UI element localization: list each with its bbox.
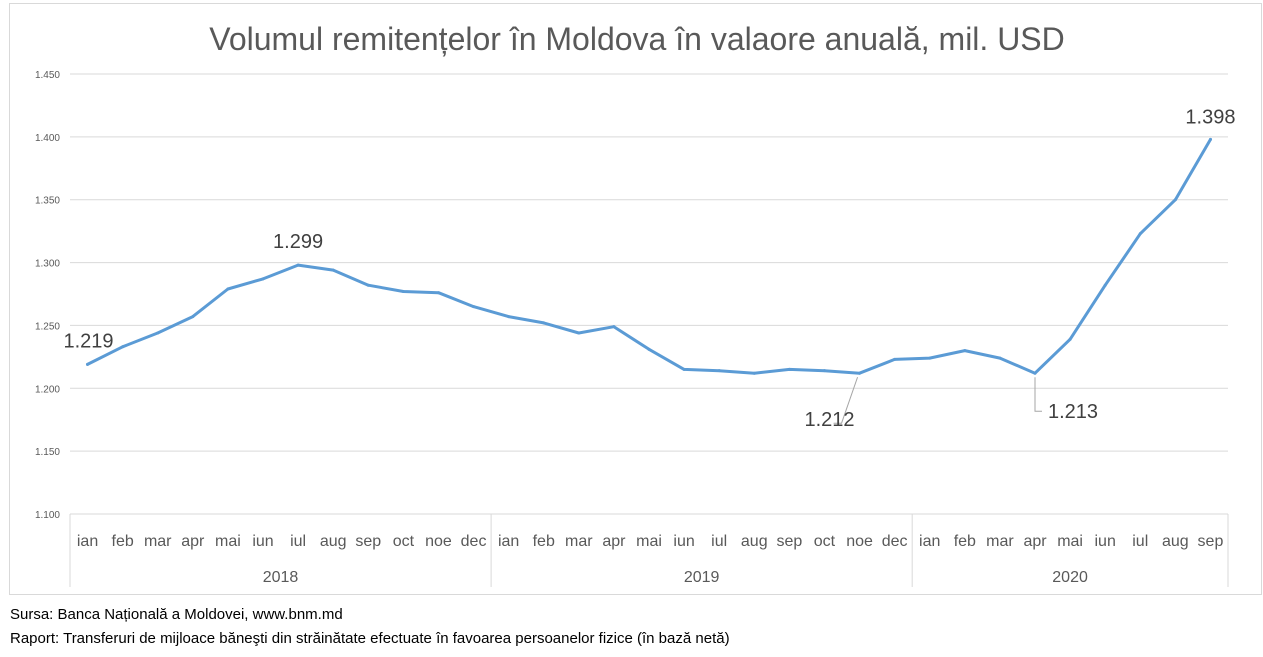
x-tick-label: iul: [711, 533, 727, 550]
data-annotations: 1.219 1.299 1.212 1.213 1.398: [64, 106, 1236, 431]
y-tick-label: 1.250: [35, 321, 60, 332]
data-point: [1033, 371, 1037, 375]
data-point: [472, 305, 476, 309]
x-tick-label: noe: [425, 533, 452, 550]
x-tick-label: iun: [673, 533, 694, 550]
x-tick-label: iul: [1132, 533, 1148, 550]
data-point: [1138, 232, 1142, 236]
data-point: [226, 287, 230, 291]
x-tick-label: sep: [1198, 533, 1224, 550]
x-tick-label: mar: [144, 533, 172, 550]
line-chart: Volumul remitențelor în Moldova în valao…: [35, 21, 1236, 587]
x-tick-label: mai: [1057, 533, 1083, 550]
x-tick-label: apr: [1023, 533, 1047, 550]
y-tick-label: 1.450: [35, 70, 60, 81]
x-tick-label: mar: [565, 533, 593, 550]
data-point: [86, 362, 90, 366]
y-tick-label: 1.100: [35, 510, 60, 521]
x-tick-label: ian: [498, 533, 519, 550]
leader-line: [1034, 377, 1042, 412]
data-point: [1208, 137, 1212, 141]
x-tick-label: sep: [355, 533, 381, 550]
x-tick-label: aug: [741, 533, 768, 550]
y-tick-label: 1.200: [35, 384, 60, 395]
data-point: [261, 277, 265, 281]
y-tick-label: 1.150: [35, 447, 60, 458]
data-point: [507, 315, 511, 319]
data-point: [1173, 198, 1177, 202]
data-point: [366, 283, 370, 287]
x-tick-label: dec: [882, 533, 908, 550]
data-point: [822, 369, 826, 373]
data-point: [331, 268, 335, 272]
data-point: [717, 369, 721, 373]
year-label: 2020: [1052, 569, 1088, 586]
data-point: [156, 331, 160, 335]
data-point: [542, 321, 546, 325]
x-tick-label: feb: [533, 533, 555, 550]
y-tick-label: 1.400: [35, 133, 60, 144]
data-label: 1.398: [1185, 106, 1235, 128]
data-label: 1.299: [273, 231, 323, 253]
x-tick-label: mar: [986, 533, 1014, 550]
chart-title: Volumul remitențelor în Moldova în valao…: [209, 21, 1065, 57]
gridlines: [70, 73, 1228, 515]
data-point: [191, 315, 195, 319]
y-tick-label: 1.300: [35, 259, 60, 270]
year-label: 2019: [684, 569, 720, 586]
x-tick-label: ian: [919, 533, 940, 550]
x-tick-label: oct: [814, 533, 836, 550]
x-tick-label: aug: [1162, 533, 1189, 550]
x-tick-label: feb: [954, 533, 976, 550]
x-axis: ian feb mar apr mai iun iul aug sep oct noe dec ian f…: [69, 513, 1229, 587]
data-point: [752, 371, 756, 375]
x-tick-label: iul: [290, 533, 306, 550]
data-point: [858, 371, 862, 375]
x-tick-label: oct: [393, 533, 415, 550]
data-point: [893, 357, 897, 361]
x-tick-label: apr: [181, 533, 205, 550]
x-tick-label: feb: [112, 533, 134, 550]
x-tick-label: iun: [1095, 533, 1116, 550]
leader-line: [833, 377, 859, 424]
data-point: [401, 289, 405, 293]
data-point: [1103, 283, 1107, 287]
x-tick-label: sep: [776, 533, 802, 550]
data-label: 1.213: [1048, 401, 1098, 423]
data-point: [577, 331, 581, 335]
x-tick-label: mai: [215, 533, 241, 550]
data-point: [928, 356, 932, 360]
data-point: [998, 356, 1002, 360]
x-tick-label: apr: [602, 533, 626, 550]
data-point: [121, 345, 125, 349]
data-point: [436, 291, 440, 295]
data-point: [296, 263, 300, 267]
series-line: [86, 137, 1212, 375]
data-point: [647, 347, 651, 351]
data-point: [612, 325, 616, 329]
data-label: 1.212: [805, 409, 855, 431]
year-label: 2018: [263, 569, 299, 586]
data-point: [682, 367, 686, 371]
data-point: [963, 349, 967, 353]
x-tick-label: dec: [461, 533, 487, 550]
x-tick-label: ian: [77, 533, 98, 550]
x-tick-label: noe: [846, 533, 873, 550]
y-axis-ticks: 1.100 1.150 1.200 1.250 1.300 1.350 1.400 1.450: [35, 70, 60, 521]
data-point: [1068, 337, 1072, 341]
series-remittances: [86, 137, 1212, 375]
data-point: [787, 367, 791, 371]
x-tick-label: mai: [636, 533, 662, 550]
x-tick-label: aug: [320, 533, 347, 550]
y-tick-label: 1.350: [35, 196, 60, 207]
report-note: Raport: Transferuri de mijloace băneşti …: [10, 630, 730, 647]
data-label: 1.219: [64, 330, 114, 352]
x-tick-label: iun: [252, 533, 273, 550]
chart-frame: Volumul remitențelor în Moldova în valao…: [9, 3, 1262, 595]
source-note: Sursa: Banca Națională a Moldovei, www.b…: [10, 606, 343, 623]
